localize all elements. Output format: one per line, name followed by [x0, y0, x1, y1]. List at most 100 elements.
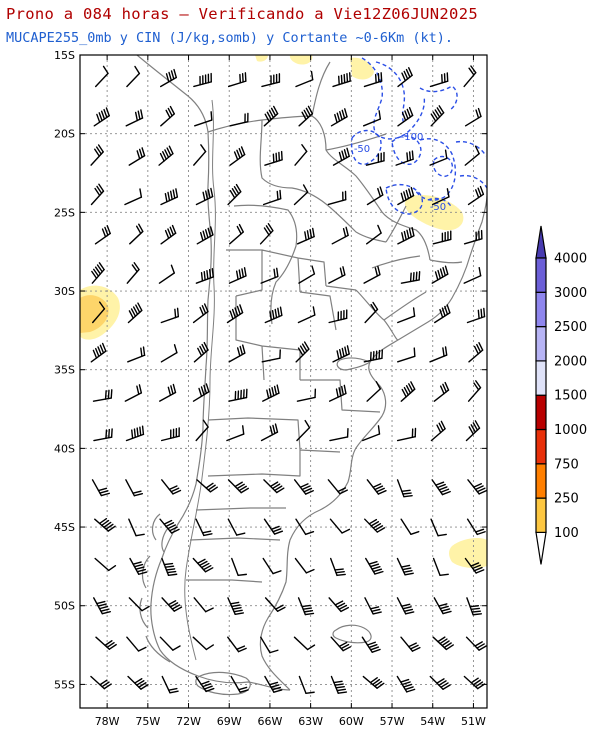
wind-barb	[429, 149, 448, 166]
lat-tick-label: 35S	[54, 364, 75, 377]
wind-barb	[259, 223, 274, 245]
wind-barb	[296, 388, 317, 402]
pacific-coastline	[136, 55, 291, 691]
colorbar: 100 250 750 1000 1500 2000 2500 3000 4000	[535, 225, 587, 565]
wind-barb	[126, 262, 140, 284]
wind-barb	[93, 428, 113, 442]
cape-area-north-tiny	[255, 55, 268, 62]
colorbar-segment	[535, 257, 547, 293]
wind-barb	[158, 145, 174, 166]
wind-barb	[228, 344, 246, 363]
wind-barb	[94, 225, 111, 245]
wind-barb	[433, 381, 450, 402]
wind-barb	[125, 109, 144, 127]
cin-contour-ne	[419, 85, 458, 111]
wind-barb	[298, 675, 315, 694]
wind-barb	[332, 147, 350, 166]
wind-barb	[432, 230, 452, 245]
wind-barb	[231, 557, 248, 577]
chart-title: Prono a 084 horas – Verificando a Vie12Z…	[6, 5, 478, 23]
wind-barb	[260, 636, 279, 654]
paraguay-border	[259, 119, 387, 243]
lat-tick-label: 25S	[54, 206, 75, 219]
wind-barb	[126, 636, 147, 652]
wind-barb	[229, 112, 249, 127]
wind-barb	[296, 419, 311, 442]
wind-barb	[466, 307, 486, 324]
andes-border	[184, 99, 216, 661]
wind-barb	[295, 518, 315, 536]
wind-barb	[159, 518, 180, 534]
wind-barb	[432, 636, 454, 651]
lon-tick-label: 72W	[176, 715, 201, 728]
wind-barb	[466, 597, 483, 616]
wind-barb	[126, 65, 141, 88]
colorbar-arrow-high	[535, 225, 547, 259]
wind-barb	[329, 428, 349, 442]
wind-barb	[263, 105, 279, 127]
axis-ticks: 15S 20S 25S 30S 35S 40S 45S 50S 55S 78W 75W 72W 69W 6…	[54, 49, 487, 728]
wind-barb	[125, 425, 145, 442]
wind-barb	[124, 384, 143, 402]
wind-barb	[432, 557, 449, 577]
rio-de-la-plata	[336, 357, 371, 371]
wind-barb	[466, 518, 486, 536]
wind-barb	[228, 223, 244, 245]
wind-barb	[328, 384, 347, 402]
cin-contour-east-inner	[432, 155, 454, 178]
lat-tick-label: 45S	[54, 521, 75, 534]
wind-barb	[194, 111, 213, 127]
cape-shading	[80, 55, 487, 569]
province-lines-center	[226, 249, 357, 331]
wind-barb	[160, 188, 179, 206]
wind-barb	[363, 349, 384, 363]
colorbar-arrow-low	[535, 531, 547, 565]
lat-tick-label: 30S	[54, 285, 75, 298]
wind-barb	[260, 423, 279, 442]
atlantic-coastline	[259, 195, 487, 691]
cin-label: -50	[430, 202, 446, 213]
wind-barb	[430, 105, 445, 127]
wind-barb	[192, 557, 214, 573]
colorbar-label: 250	[554, 492, 579, 507]
wind-barb	[193, 144, 207, 166]
wind-barb	[363, 265, 381, 284]
wind-barb	[293, 479, 314, 495]
wind-barb	[192, 303, 209, 324]
wind-barb	[332, 72, 351, 88]
lat-tick-label: 50S	[54, 600, 75, 613]
wind-barb	[397, 186, 415, 206]
wind-barb	[468, 342, 484, 363]
wind-barb	[260, 267, 279, 284]
cin-label: -50	[354, 144, 370, 155]
wind-barb	[128, 597, 150, 612]
wind-barb	[229, 146, 246, 166]
wind-barb	[463, 65, 477, 88]
cin-contours	[350, 57, 487, 215]
wind-barb	[193, 341, 209, 363]
wind-barb	[362, 110, 382, 127]
wind-barb	[159, 636, 181, 651]
wind-barb	[94, 65, 109, 88]
wind-barb	[93, 597, 111, 615]
wind-barb	[400, 636, 421, 652]
lon-tick-label: 63W	[298, 715, 323, 728]
wind-barb	[195, 518, 213, 537]
wind-barb	[327, 190, 347, 206]
wind-barb	[362, 675, 385, 689]
lon-tick-label: 78W	[95, 715, 120, 728]
wind-barb	[396, 597, 415, 615]
wind-barb	[463, 229, 483, 245]
wind-barb	[127, 346, 146, 363]
cin-contour-east	[413, 138, 457, 201]
wind-barb	[463, 266, 482, 284]
colorbar-segment	[535, 463, 547, 499]
wind-barb	[90, 342, 107, 363]
wind-barb	[429, 72, 449, 88]
wind-barb	[159, 68, 177, 88]
brazil-states	[385, 205, 463, 264]
colorbar-segment	[535, 497, 547, 534]
wind-barb	[397, 226, 415, 245]
wind-barb	[331, 226, 349, 245]
